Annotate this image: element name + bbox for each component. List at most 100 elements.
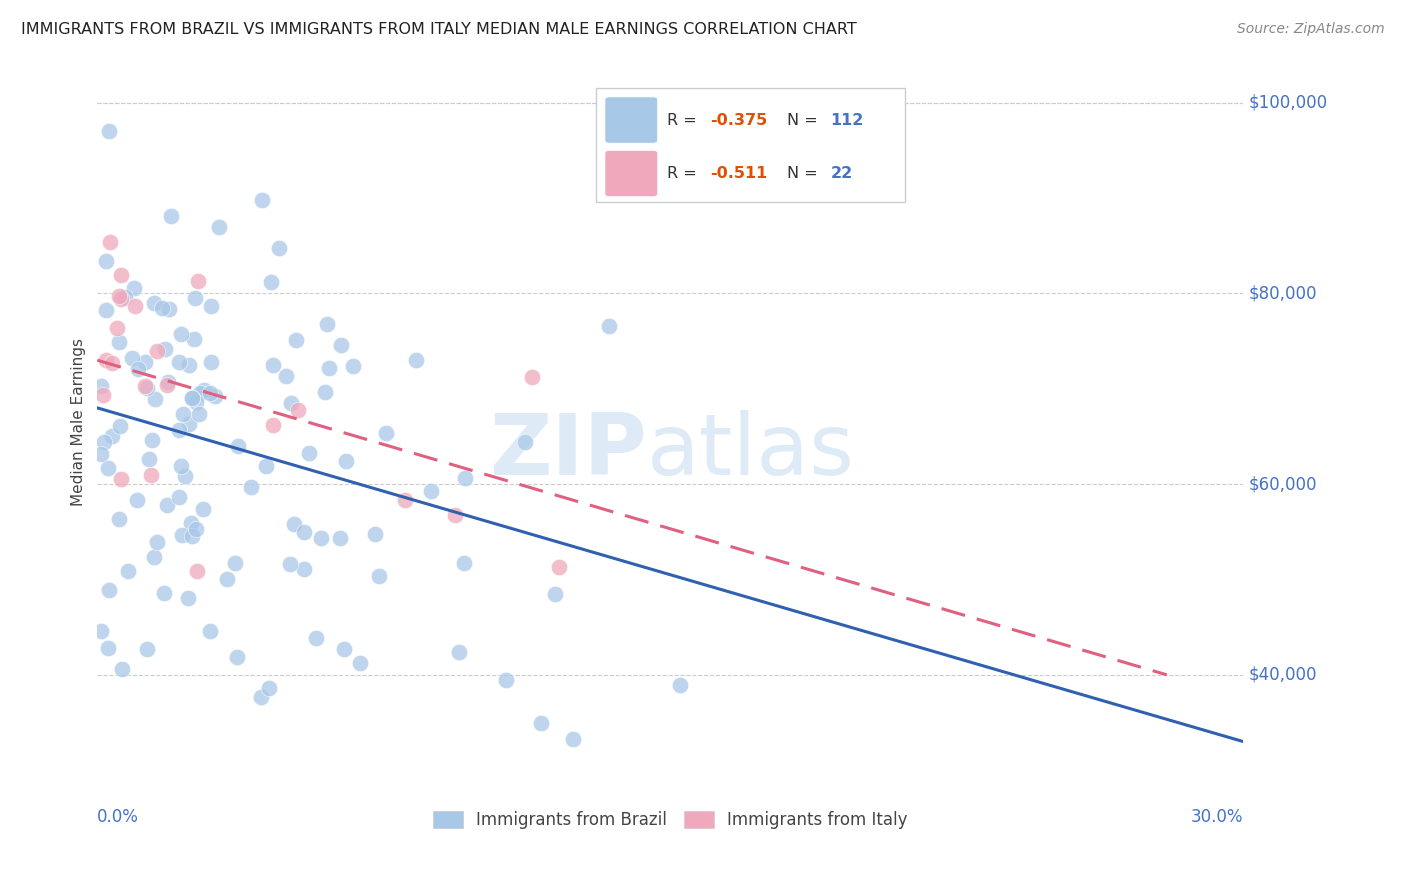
Point bbox=[167, 355, 190, 369]
Point bbox=[314, 384, 336, 399]
Text: N =: N = bbox=[787, 166, 823, 181]
Point bbox=[184, 523, 207, 537]
Point bbox=[108, 512, 131, 526]
Point bbox=[349, 656, 371, 670]
Point bbox=[224, 556, 246, 570]
Point bbox=[143, 392, 166, 406]
Point bbox=[184, 292, 207, 306]
Point bbox=[226, 650, 249, 665]
Point bbox=[97, 460, 120, 475]
Text: -0.511: -0.511 bbox=[710, 166, 768, 181]
Point bbox=[181, 529, 204, 543]
Point bbox=[316, 317, 339, 331]
Point bbox=[240, 481, 263, 495]
Point bbox=[101, 356, 124, 370]
Point bbox=[159, 210, 181, 224]
Text: N =: N = bbox=[787, 112, 823, 128]
Point bbox=[181, 392, 204, 406]
Point bbox=[318, 360, 340, 375]
Point bbox=[142, 549, 165, 564]
Point bbox=[90, 624, 112, 639]
Point bbox=[114, 290, 136, 304]
Point bbox=[342, 359, 364, 373]
Point bbox=[146, 534, 169, 549]
Text: -0.375: -0.375 bbox=[710, 112, 768, 128]
Point bbox=[544, 587, 567, 601]
Point bbox=[453, 470, 475, 484]
Point bbox=[405, 352, 427, 367]
Point bbox=[285, 333, 308, 347]
Text: atlas: atlas bbox=[647, 410, 855, 493]
Point bbox=[180, 391, 202, 405]
Y-axis label: Median Male Earnings: Median Male Earnings bbox=[72, 338, 86, 506]
Point bbox=[449, 645, 471, 659]
Point bbox=[156, 498, 179, 512]
Point bbox=[278, 557, 301, 571]
Point bbox=[179, 358, 201, 372]
Point bbox=[172, 527, 194, 541]
Point bbox=[169, 327, 191, 342]
Point bbox=[179, 417, 201, 431]
Point bbox=[167, 423, 190, 437]
Point bbox=[276, 369, 298, 384]
Point bbox=[142, 295, 165, 310]
Point bbox=[269, 241, 291, 255]
Point bbox=[292, 562, 315, 576]
Point bbox=[97, 640, 120, 655]
Point bbox=[298, 446, 321, 460]
Point bbox=[513, 434, 536, 449]
Point bbox=[93, 434, 115, 449]
Point bbox=[187, 274, 209, 288]
Point bbox=[669, 678, 692, 692]
Text: ZIP: ZIP bbox=[489, 410, 647, 493]
Point bbox=[522, 369, 544, 384]
Point bbox=[374, 425, 396, 440]
Text: 112: 112 bbox=[831, 112, 865, 128]
Point bbox=[91, 388, 114, 402]
FancyBboxPatch shape bbox=[605, 97, 658, 143]
Text: $100,000: $100,000 bbox=[1249, 94, 1329, 112]
Point bbox=[186, 564, 208, 578]
Point bbox=[110, 292, 132, 306]
Point bbox=[226, 439, 249, 453]
Point bbox=[172, 408, 194, 422]
Point bbox=[257, 681, 280, 695]
Point bbox=[108, 289, 131, 303]
Point bbox=[283, 516, 305, 531]
Point bbox=[329, 337, 352, 351]
Point bbox=[305, 631, 328, 645]
Point bbox=[98, 235, 121, 250]
Point bbox=[292, 524, 315, 539]
Point bbox=[177, 591, 200, 606]
Point bbox=[101, 429, 124, 443]
Text: 0.0%: 0.0% bbox=[97, 808, 139, 826]
Point bbox=[127, 492, 149, 507]
Point bbox=[332, 642, 354, 657]
Point bbox=[188, 407, 211, 421]
Point bbox=[329, 531, 352, 545]
Point bbox=[94, 353, 117, 368]
Point bbox=[443, 508, 465, 523]
Point bbox=[367, 569, 389, 583]
Point bbox=[105, 321, 128, 335]
Point bbox=[561, 732, 583, 747]
Point bbox=[150, 301, 173, 316]
Point bbox=[134, 354, 156, 368]
Point bbox=[157, 302, 180, 317]
Point bbox=[548, 559, 571, 574]
Point bbox=[183, 332, 205, 346]
Point bbox=[94, 302, 117, 317]
Text: 22: 22 bbox=[831, 166, 853, 181]
Point bbox=[111, 662, 134, 676]
Point bbox=[98, 124, 121, 138]
Point bbox=[90, 447, 112, 461]
Point bbox=[134, 379, 156, 393]
Point bbox=[157, 375, 180, 389]
Point bbox=[208, 219, 231, 234]
Text: $80,000: $80,000 bbox=[1249, 285, 1317, 302]
Point bbox=[262, 417, 284, 432]
Point bbox=[309, 531, 332, 545]
Point bbox=[186, 394, 208, 409]
Point bbox=[280, 396, 302, 410]
Point bbox=[138, 451, 160, 466]
